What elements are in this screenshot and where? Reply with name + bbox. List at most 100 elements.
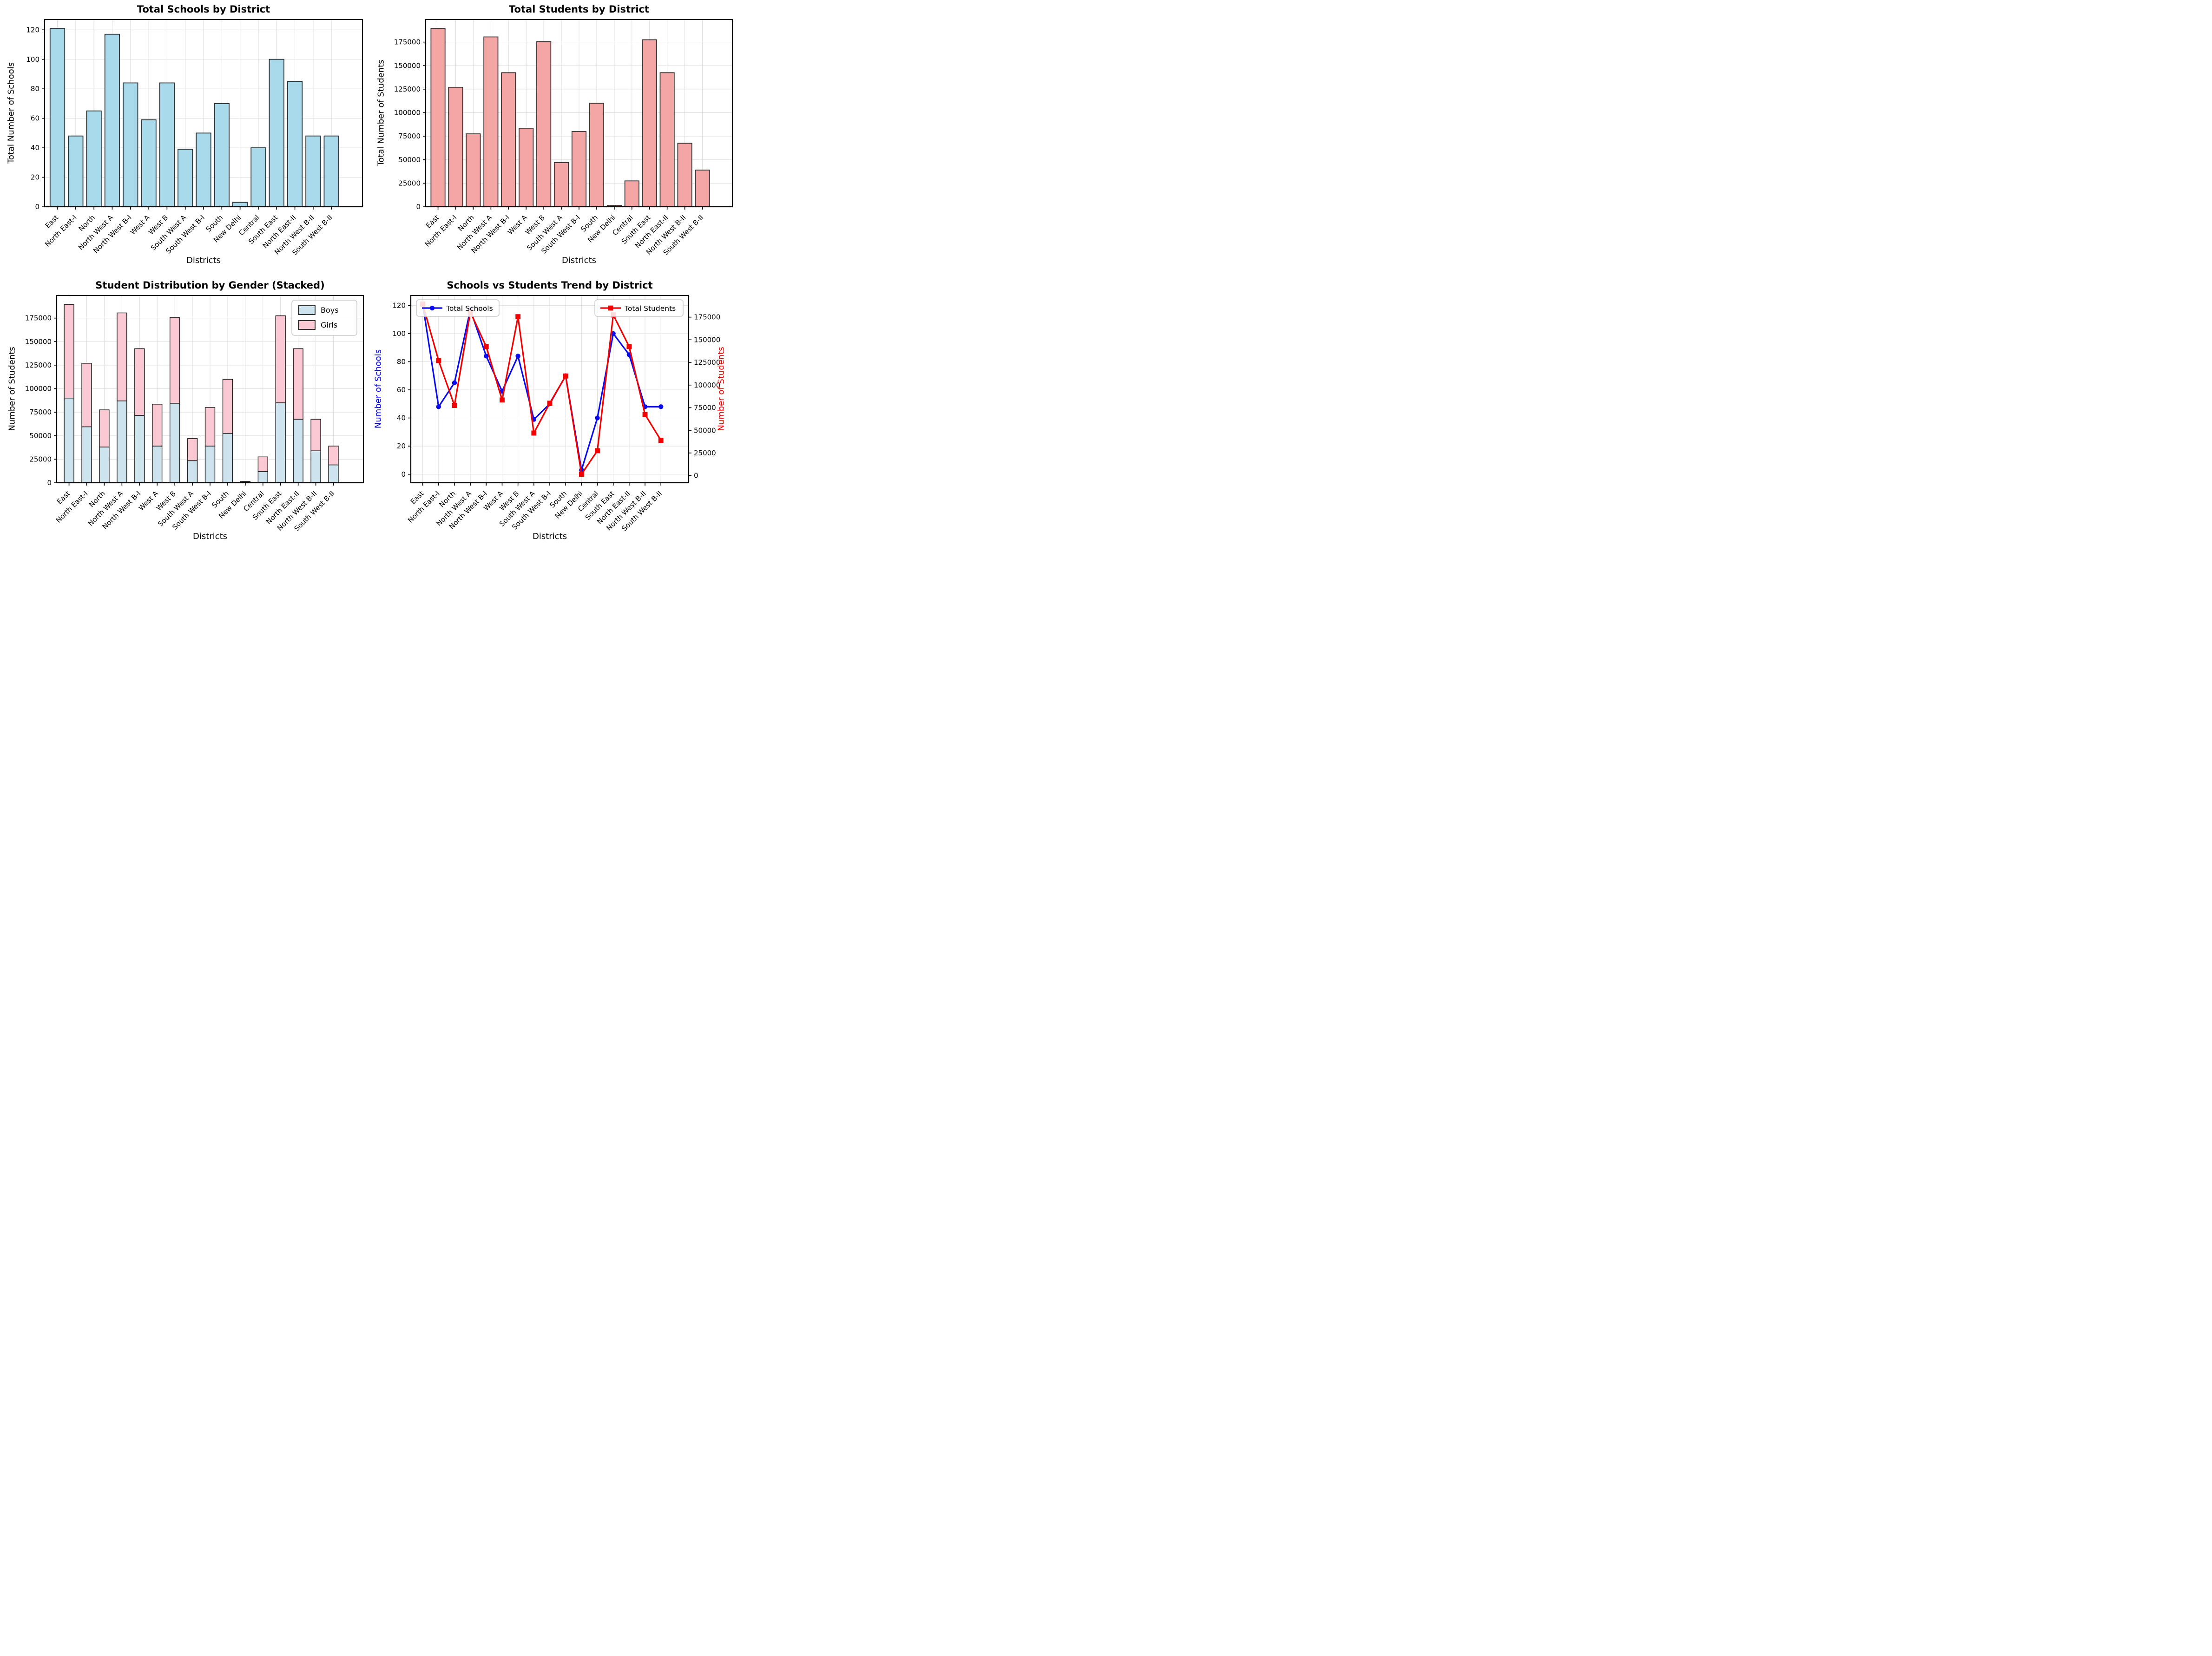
tick-label: 120 [392,301,406,309]
tick-label: 80 [397,358,406,366]
stacked-bar-segment [81,363,92,427]
legend-sample-marker [429,305,435,311]
legend [416,299,500,317]
bar [677,143,692,207]
data-point-marker [531,430,537,436]
bar [501,72,516,207]
stacked-bar-segment [293,419,303,483]
data-point-marker [658,438,664,443]
bar [123,82,138,207]
bar [642,39,657,207]
bar [232,202,248,207]
bar [305,135,321,207]
stacked-bar-segment [187,460,198,483]
data-point-marker [436,358,441,363]
tick-label: 100000 [694,381,720,389]
data-point-marker [626,344,632,349]
stacked-bar-segment [293,348,303,420]
figure: East North East-I North North West A North W… [0,0,738,552]
tick-label: 75000 [694,404,716,412]
data-point-marker [452,380,457,386]
tick-label: 120 [26,26,40,34]
data-point-marker [483,344,489,349]
tick-label: 0 [694,472,698,480]
data-point-marker [595,415,600,421]
bar [659,72,675,207]
stacked-bar-segment [257,471,268,483]
tick-label: 40 [31,144,40,152]
data-point-marker [436,404,441,409]
category-label: North East-I [423,213,459,249]
tick-label: 80 [31,85,40,93]
bar [466,133,481,207]
subplot-gender-stacked: East North East-I North North West A North W… [0,276,369,552]
subplot-total-schools: East North East-I North North West A North W… [0,0,369,276]
tick-label: 20 [397,442,406,450]
tick-label: 150000 [394,61,421,70]
bar [68,135,84,207]
stacked-bar-segment [222,433,233,483]
legend-sample-marker [608,305,613,311]
stacked-bar-segment [81,426,92,483]
x-axis-label: Districts [561,256,597,265]
data-point-marker [515,314,521,320]
tick-label: 20 [31,173,40,182]
y-axis-label-left: Number of Schools [373,349,383,429]
data-point-marker [547,401,553,406]
bar [483,36,499,207]
chart-title: Total Schools by District [137,4,270,15]
subplot-trend-lines: East North East-I North North West A North W… [369,276,738,552]
data-point-marker [500,397,505,403]
tick-label: 75000 [398,132,421,140]
stacked-bar-segment [117,401,127,483]
data-point-marker [484,354,489,359]
bar [323,135,339,207]
bar [269,59,284,207]
category-label: West A [128,213,151,237]
bar [250,147,266,207]
trend-line [422,303,662,475]
stacked-bar-segment [328,446,339,466]
stacked-bar-segment [187,438,198,461]
stacked-bar-segment [152,446,163,483]
tick-label: 150000 [694,335,720,344]
stacked-bar-segment [275,402,286,483]
bar [448,86,463,207]
bar [553,162,569,207]
legend-label: Total Schools [446,304,493,313]
tick-label: 25000 [694,449,716,457]
legend-label: Total Students [624,304,676,313]
tick-label: 100000 [25,385,52,393]
x-axis-label: Districts [532,532,567,541]
category-label: North East-I [54,489,90,525]
data-point-marker [658,404,664,409]
tick-label: 100000 [394,109,421,117]
bar [49,28,66,207]
tick-label: 50000 [29,432,52,440]
bar [86,110,102,207]
tick-label: 175000 [694,313,720,322]
bar [178,149,193,207]
stacked-bar-segment [134,348,145,416]
legend-label: Boys [321,306,339,315]
tick-label: 100 [392,329,406,338]
stacked-bar-segment [99,409,110,447]
tick-label: 60 [397,386,406,394]
stacked-bar-segment [310,419,321,451]
stacked-bar-segment [240,481,251,483]
bar [287,81,303,207]
chart-title: Student Distribution by Gender (Stacked) [95,280,325,291]
y-axis-label: Total Number of Schools [6,62,16,164]
data-point-marker [579,472,584,477]
tick-label: 0 [401,470,406,479]
bar [141,119,157,207]
chart-title: Schools vs Students Trend by District [447,280,653,291]
y-axis-label: Total Number of Students [376,59,386,166]
y-axis-label: Number of Students [7,347,17,431]
stacked-bar-segment [169,403,180,483]
tick-label: 125000 [394,85,421,93]
